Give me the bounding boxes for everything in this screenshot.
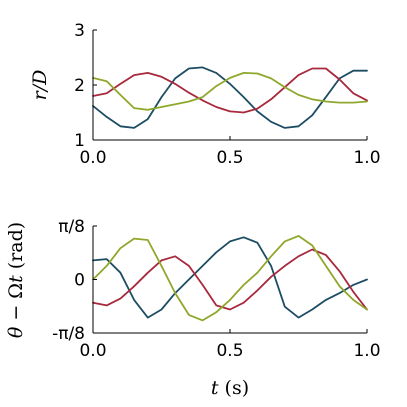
top-series-line-1 — [92, 66, 368, 129]
top-x-tick-label: 0.0 — [79, 148, 106, 168]
bottom-panel: 0.0 0.5 1.0 -π/8 0 π/8 — [52, 217, 380, 361]
top-x-tick-label: 0.5 — [216, 148, 243, 168]
bottom-series-line-1 — [92, 236, 368, 319]
bottom-y-tick-label: -π/8 — [52, 324, 85, 344]
top-x-tick-label: 1.0 — [353, 148, 380, 168]
bottom-y-tick-label: 0 — [74, 271, 85, 291]
top-y-tick-label: 2 — [74, 76, 85, 96]
top-panel: 0.0 0.5 1.0 1 2 3 — [74, 21, 380, 168]
bottom-x-tick-label: 0.0 — [79, 341, 106, 361]
top-y-tick-label: 1 — [74, 131, 85, 151]
bottom-y-axis-title: θ − Ωt (rad) — [5, 222, 27, 338]
top-series-line-3 — [92, 72, 368, 111]
bottom-x-tick-label: 0.5 — [216, 341, 243, 361]
bottom-x-axis-title: t (s) — [211, 377, 249, 399]
bottom-x-tick-label: 1.0 — [353, 341, 380, 361]
top-series-line-2 — [92, 67, 368, 114]
top-y-axis-title: r/D — [29, 70, 51, 101]
bottom-y-tick-label: π/8 — [58, 217, 85, 237]
top-y-tick-label: 3 — [74, 21, 85, 41]
bottom-series-line-2 — [92, 248, 368, 311]
bottom-series-line-3 — [92, 235, 368, 322]
